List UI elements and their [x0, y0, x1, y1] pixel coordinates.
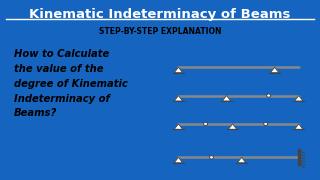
Text: Kinematic Indeterminacy of Beams: Kinematic Indeterminacy of Beams: [29, 8, 291, 21]
Circle shape: [267, 94, 271, 97]
Polygon shape: [294, 124, 303, 129]
Text: STEP-BY-STEP EXPLANATION: STEP-BY-STEP EXPLANATION: [99, 27, 221, 36]
Polygon shape: [174, 157, 183, 163]
Polygon shape: [174, 124, 183, 129]
Polygon shape: [228, 124, 237, 129]
Polygon shape: [237, 157, 246, 163]
Polygon shape: [294, 96, 303, 101]
Polygon shape: [174, 67, 183, 73]
Text: How to Calculate
the value of the
degree of Kinematic
Indeterminacy of
Beams?: How to Calculate the value of the degree…: [14, 49, 128, 118]
Polygon shape: [270, 67, 279, 73]
Circle shape: [210, 156, 213, 159]
Polygon shape: [174, 96, 183, 101]
Polygon shape: [222, 96, 231, 101]
Circle shape: [264, 122, 268, 126]
Circle shape: [204, 122, 207, 126]
